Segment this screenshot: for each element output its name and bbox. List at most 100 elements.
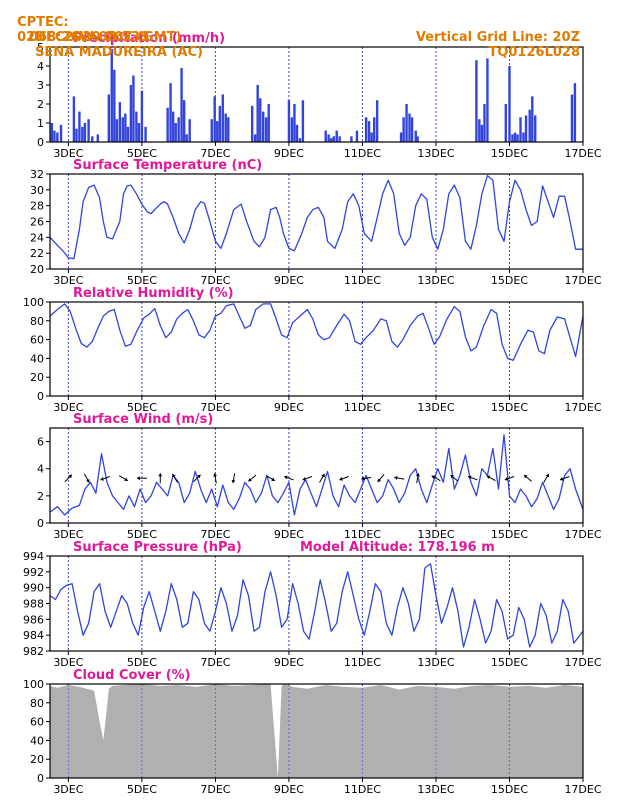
precip-bar bbox=[113, 69, 116, 142]
x-tick-label-temp: 11DEC bbox=[344, 274, 381, 287]
precip-bar bbox=[290, 117, 294, 142]
wind-line bbox=[49, 434, 584, 516]
wind-arrow-head bbox=[431, 475, 436, 479]
precip-bar bbox=[59, 124, 63, 142]
precip-bar bbox=[182, 100, 186, 142]
wind-arrow bbox=[213, 473, 218, 484]
y-tick-label-rh: 60 bbox=[30, 334, 44, 347]
precip-bar bbox=[262, 111, 265, 142]
precip-bar bbox=[287, 100, 291, 142]
wind-arrow-head bbox=[100, 477, 104, 481]
wind-arrow bbox=[248, 474, 257, 482]
wind-arrow-head bbox=[302, 477, 307, 481]
panel-title-cloud: Cloud Cover (%) bbox=[73, 668, 191, 683]
header-station: SENA MADUREIRA (AC) bbox=[35, 45, 203, 60]
panel-frame-precip bbox=[49, 46, 584, 143]
y-tick-label-pressure: 982 bbox=[23, 645, 44, 658]
wind-arrow bbox=[431, 475, 441, 482]
precip-bar bbox=[375, 100, 379, 142]
precip-bar bbox=[110, 48, 113, 142]
x-tick-label-wind: 13DEC bbox=[417, 528, 454, 541]
x-tick-label-rh: 11DEC bbox=[344, 401, 381, 414]
y-tick-label-temp: 28 bbox=[30, 200, 44, 213]
panel-title-precip: Precipitation (mm/h) bbox=[73, 31, 225, 46]
precip-bar bbox=[513, 132, 517, 142]
precip-bar bbox=[53, 130, 56, 142]
precip-bar bbox=[96, 134, 99, 142]
precip-bar bbox=[338, 136, 341, 142]
precip-bar bbox=[124, 113, 127, 142]
x-tick-label-pressure: 11DEC bbox=[344, 656, 381, 669]
panel-title-pressure: Surface Pressure (hPa) bbox=[73, 540, 242, 555]
wind-arrow bbox=[523, 474, 533, 482]
precip-bar bbox=[177, 117, 180, 142]
wind-arrow bbox=[450, 474, 459, 482]
precip-bar bbox=[118, 102, 122, 142]
precip-bar bbox=[295, 124, 299, 142]
precip-bar bbox=[169, 83, 172, 142]
precip-bar bbox=[332, 136, 335, 142]
y-tick-label-cloud: 80 bbox=[30, 697, 44, 710]
y-tick-label-precip: 4 bbox=[37, 60, 44, 73]
y-tick-label-pressure: 986 bbox=[23, 613, 44, 626]
wind-arrow-head bbox=[86, 478, 90, 483]
wind-arrow bbox=[158, 473, 163, 484]
x-tick-label-wind: 17DEC bbox=[564, 528, 601, 541]
x-tick-label-precip: 11DEC bbox=[344, 147, 381, 160]
y-tick-label-pressure: 984 bbox=[23, 629, 44, 642]
y-tick-label-precip: 2 bbox=[37, 98, 44, 111]
panel-frame-rh bbox=[49, 301, 584, 397]
x-tick-label-temp: 7DEC bbox=[200, 274, 230, 287]
precip-bar bbox=[570, 94, 574, 142]
wind-arrow-head bbox=[213, 473, 218, 477]
y-tick-label-temp: 26 bbox=[30, 216, 44, 229]
precip-bar bbox=[573, 83, 577, 142]
precip-bar bbox=[213, 96, 216, 142]
header-model: TQ0126L028 bbox=[488, 45, 580, 60]
panel-title-rh: Relative Humidity (%) bbox=[73, 286, 234, 301]
panel-precip: 0 1 2 3 4 5 3DEC 5DEC 7DEC 9DEC 11DEC 13DEC 15DEC 17D… bbox=[37, 31, 602, 160]
precip-bar bbox=[511, 134, 514, 142]
panel-frame-cloud bbox=[49, 683, 584, 779]
x-tick-label-cloud: 7DEC bbox=[200, 783, 230, 796]
x-tick-label-cloud: 3DEC bbox=[53, 783, 83, 796]
panel-pressure: 982 984 986 988 990 992 994 3DEC 5DEC 7DEC 9DEC 11D… bbox=[23, 540, 602, 669]
precip-bar bbox=[475, 60, 478, 142]
precip-bar bbox=[56, 132, 59, 142]
precip-bar bbox=[180, 67, 183, 142]
wind-arrow bbox=[415, 473, 420, 484]
precip-bar bbox=[264, 117, 268, 142]
wind-arrow-head bbox=[377, 478, 382, 483]
panel-cloud: 0 20 40 60 80 100 3DEC 5DEC 7DEC 9DEC 11DEC 13DEC 15… bbox=[23, 668, 602, 796]
header-source: CPTEC: bbox=[17, 15, 69, 30]
wind-arrow-head bbox=[124, 477, 128, 481]
precip-bar bbox=[298, 138, 302, 142]
precip-bar bbox=[132, 75, 135, 142]
wind-arrow-head bbox=[545, 473, 549, 478]
header-coordinates: 068:26W-08:53S bbox=[29, 30, 150, 45]
precip-bar bbox=[115, 119, 119, 142]
header-grid-note: Vertical Grid Line: 20Z bbox=[415, 30, 580, 45]
y-tick-label-cloud: 20 bbox=[30, 753, 44, 766]
wind-arrow bbox=[83, 473, 90, 483]
precip-bar bbox=[408, 113, 411, 142]
wind-arrow bbox=[486, 475, 496, 482]
x-tick-label-rh: 3DEC bbox=[53, 401, 83, 414]
wind-arrow-head bbox=[321, 473, 325, 478]
precip-bar bbox=[81, 126, 84, 142]
precip-bar bbox=[414, 130, 417, 142]
x-tick-label-cloud: 15DEC bbox=[491, 783, 528, 796]
precip-bar bbox=[483, 104, 486, 142]
precip-bar bbox=[524, 115, 528, 142]
precip-bar bbox=[216, 121, 219, 142]
x-tick-label-pressure: 13DEC bbox=[417, 656, 454, 669]
panel-title-temp: Surface Temperature (nC) bbox=[73, 158, 262, 173]
x-tick-label-wind: 5DEC bbox=[127, 528, 157, 541]
precip-bar bbox=[129, 85, 133, 142]
y-tick-label-rh: 40 bbox=[30, 352, 44, 365]
precip-bar bbox=[121, 117, 124, 142]
y-tick-label-precip: 3 bbox=[37, 79, 44, 92]
wind-arrow bbox=[100, 476, 111, 481]
wind-arrow-head bbox=[524, 475, 528, 479]
